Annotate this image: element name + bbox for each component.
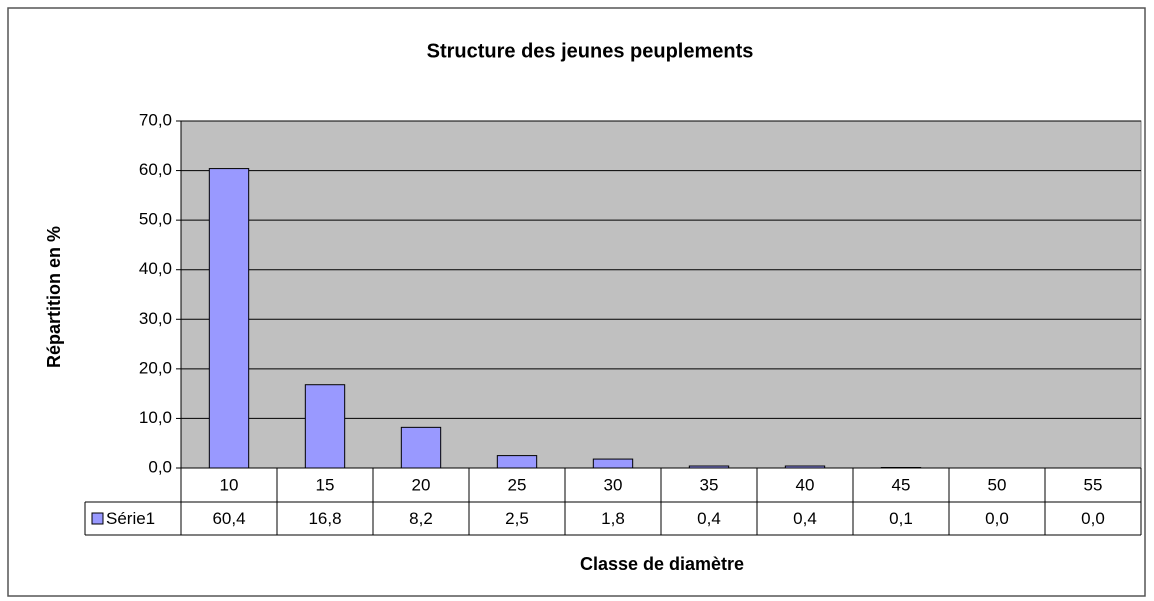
x-tick-label: 45 xyxy=(892,475,911,494)
y-tick-label: 50,0 xyxy=(139,210,172,229)
y-tick-label: 0,0 xyxy=(148,457,172,476)
bar xyxy=(688,465,730,469)
x-tick-label: 25 xyxy=(508,475,527,494)
bar xyxy=(304,384,346,469)
bar xyxy=(592,458,634,469)
data-table-value: 8,2 xyxy=(409,509,433,528)
data-table-value: 1,8 xyxy=(601,509,625,528)
y-tick-label: 40,0 xyxy=(139,259,172,278)
data-table-value: 0,4 xyxy=(697,509,721,528)
y-tick-label: 20,0 xyxy=(139,358,172,377)
bar xyxy=(208,168,250,469)
data-table-value: 0,4 xyxy=(793,509,817,528)
data-table-value: 0,1 xyxy=(889,509,913,528)
legend-key xyxy=(91,512,104,525)
x-tick-label: 15 xyxy=(316,475,335,494)
bar xyxy=(400,426,442,469)
x-tick-label: 10 xyxy=(220,475,239,494)
legend-label: Série1 xyxy=(106,509,155,528)
y-axis-title: Répartition en % xyxy=(44,226,64,368)
chart-title: Structure des jeunes peuplements xyxy=(427,40,754,62)
x-tick-label: 20 xyxy=(412,475,431,494)
data-table-value: 2,5 xyxy=(505,509,529,528)
x-tick-label: 55 xyxy=(1084,475,1103,494)
x-tick-label: 50 xyxy=(988,475,1007,494)
x-tick-label: 30 xyxy=(604,475,623,494)
data-table-value: 0,0 xyxy=(985,509,1009,528)
x-axis-title: Classe de diamètre xyxy=(580,554,744,574)
data-table-value: 16,8 xyxy=(308,509,341,528)
y-tick-label: 60,0 xyxy=(139,160,172,179)
bar xyxy=(496,455,538,469)
y-tick-label: 30,0 xyxy=(139,309,172,328)
data-table-value: 0,0 xyxy=(1081,509,1105,528)
x-tick-label: 35 xyxy=(700,475,719,494)
data-table-value: 60,4 xyxy=(212,509,245,528)
bar xyxy=(784,465,826,469)
x-tick-label: 40 xyxy=(796,475,815,494)
y-tick-label: 70,0 xyxy=(139,110,172,129)
y-tick-label: 10,0 xyxy=(139,408,172,427)
